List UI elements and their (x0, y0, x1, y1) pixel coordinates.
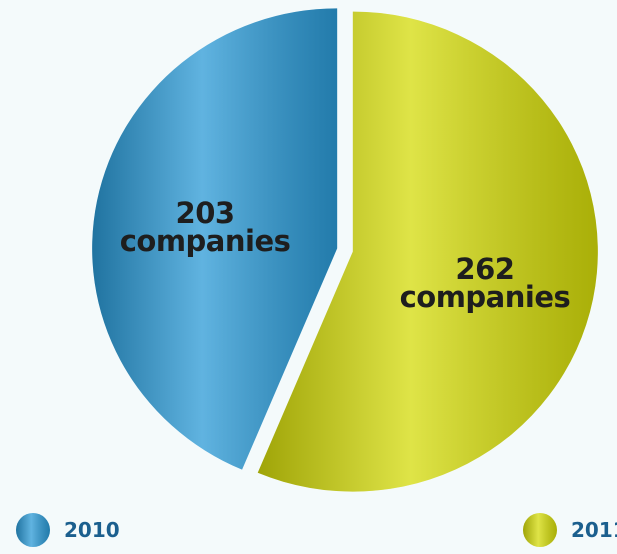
legend-label: 2010 (64, 518, 120, 542)
value-label: 262 companies (399, 251, 571, 314)
value-label: 203 companies (119, 196, 291, 259)
legend-label: 2011 (571, 518, 617, 542)
legend-swatch-shine (16, 513, 50, 547)
legend-swatch-shine (523, 513, 557, 547)
